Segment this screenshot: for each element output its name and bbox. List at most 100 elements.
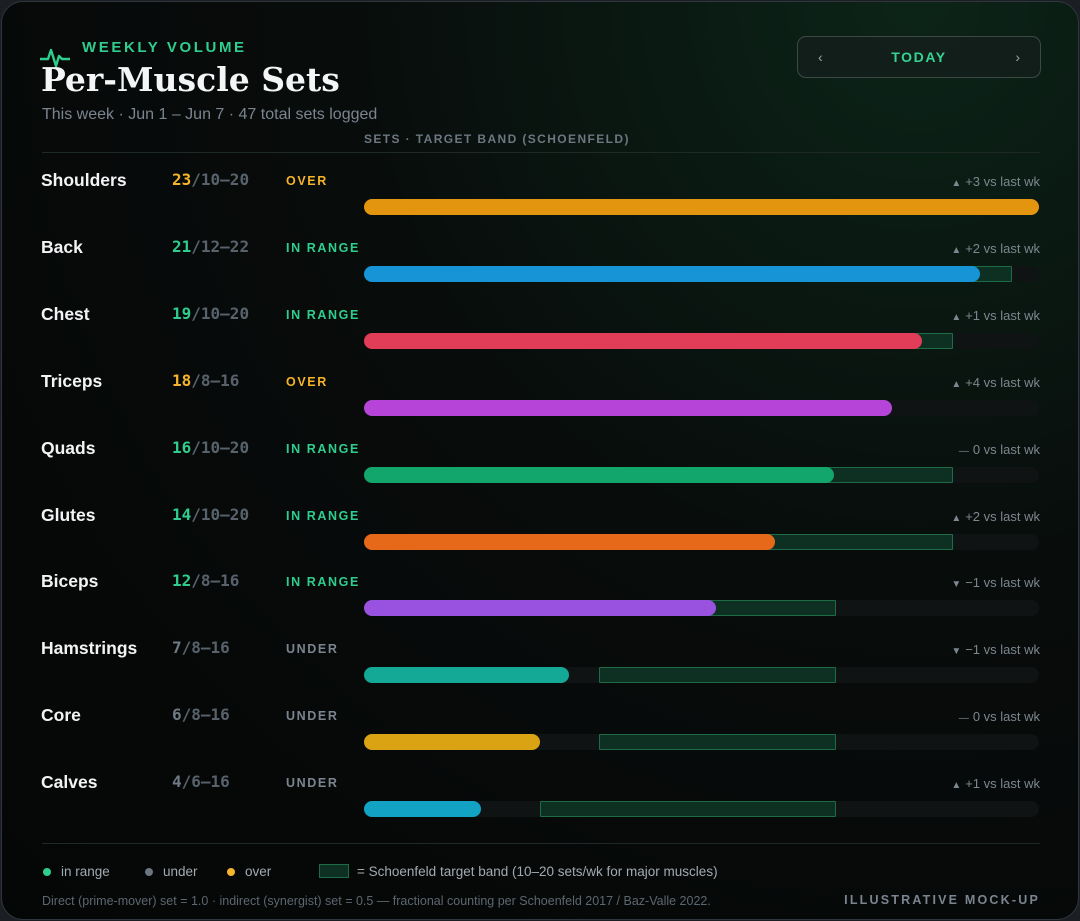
chevron-right-icon[interactable]: › — [1015, 49, 1020, 65]
week-delta: ▲ +4 vs last wk — [951, 375, 1040, 390]
axis-title: SETS · TARGET BAND (SCHOENFELD) — [364, 132, 630, 146]
muscle-row[interactable]: Triceps 18/8–16 OVER ▲ +4 vs last wk — [2, 365, 1078, 432]
volume-track — [364, 801, 1039, 818]
trend-up-icon: ▲ — [951, 780, 962, 792]
delta-text: +2 vs last wk — [965, 508, 1040, 524]
in-range-dot-icon — [43, 868, 51, 876]
week-delta: ▼ −1 vs last wk — [951, 575, 1040, 590]
volume-bar — [364, 801, 482, 818]
volume-track — [364, 199, 1039, 215]
mockup-badge: ILLUSTRATIVE MOCK-UP — [844, 893, 1040, 907]
week-delta: ▲ +2 vs last wk — [951, 241, 1040, 256]
muscle-row[interactable]: Back 21/12–22 IN RANGE ▲ +2 vs last wk — [2, 231, 1078, 298]
sets-logged: 23 — [172, 170, 192, 189]
volume-bar — [364, 332, 922, 349]
set-count: 19/10–20 — [172, 303, 250, 323]
status-badge: IN RANGE — [286, 508, 360, 523]
muscle-row[interactable]: Calves 4/6–16 UNDER ▲ +1 vs last wk — [2, 766, 1078, 833]
muscle-name: Calves — [41, 772, 98, 793]
volume-track — [364, 332, 1039, 349]
week-delta: ▲ +1 vs last wk — [951, 776, 1040, 791]
set-count: 4/6–16 — [172, 772, 230, 792]
muscle-name: Core — [41, 705, 81, 726]
volume-track — [364, 734, 1039, 751]
muscle-name: Quads — [41, 437, 96, 458]
status-badge: IN RANGE — [286, 441, 360, 456]
trend-down-icon: ▼ — [951, 579, 962, 591]
volume-track — [364, 533, 1039, 550]
delta-text: +1 vs last wk — [965, 307, 1040, 323]
set-count: 21/12–22 — [172, 236, 250, 256]
muscle-name: Triceps — [41, 370, 103, 391]
delta-text: −1 vs last wk — [965, 642, 1040, 658]
target-band-swatch — [319, 864, 349, 878]
trend-up-icon: ▲ — [951, 178, 962, 189]
set-count: 12/8–16 — [172, 571, 240, 591]
target-range: 6–16 — [191, 772, 230, 792]
trend-up-icon: ▲ — [951, 512, 962, 524]
sets-logged: 16 — [172, 437, 192, 457]
date-navigator: ‹ TODAY › — [797, 36, 1041, 78]
status-badge: IN RANGE — [286, 575, 360, 590]
chevron-left-icon[interactable]: ‹ — [818, 49, 823, 65]
week-delta: ▲ +3 vs last wk — [951, 174, 1040, 189]
sets-logged: 4 — [172, 772, 182, 792]
over-dot-icon — [227, 868, 235, 876]
set-count: 23/10–20 — [172, 170, 250, 189]
legend-in-range: in range — [61, 864, 110, 879]
trend-down-icon: ▼ — [951, 646, 962, 658]
eyebrow-label: WEEKLY VOLUME — [82, 39, 247, 56]
muscle-row[interactable]: Biceps 12/8–16 IN RANGE ▼ −1 vs last wk — [2, 565, 1078, 632]
muscle-row[interactable]: Chest 19/10–20 IN RANGE ▲ +1 vs last wk — [2, 298, 1078, 365]
sets-logged: 6 — [172, 705, 182, 725]
muscle-row[interactable]: Hamstrings 7/8–16 UNDER ▼ −1 vs last wk — [2, 632, 1078, 699]
volume-bar — [364, 734, 541, 751]
set-count: 14/10–20 — [172, 504, 250, 524]
legend-over: over — [245, 864, 272, 879]
muscle-row[interactable]: Shoulders 23/10–20 OVER ▲ +3 vs last wk — [2, 164, 1078, 231]
status-badge: IN RANGE — [286, 307, 360, 322]
target-range: 10–20 — [200, 303, 250, 323]
sets-logged: 21 — [172, 236, 192, 256]
status-badge: IN RANGE — [286, 240, 360, 255]
muscle-name: Biceps — [41, 571, 99, 592]
volume-track — [364, 600, 1039, 617]
trend-up-icon: ▲ — [951, 378, 962, 390]
week-delta: ▼ −1 vs last wk — [951, 642, 1040, 657]
today-button[interactable]: TODAY — [891, 49, 947, 65]
status-badge: OVER — [286, 174, 328, 188]
volume-track — [364, 667, 1039, 684]
pulse-icon — [40, 48, 70, 68]
week-delta: —0 vs last wk — [959, 442, 1040, 457]
muscle-row[interactable]: Quads 16/10–20 IN RANGE —0 vs last wk — [2, 432, 1078, 499]
delta-text: −1 vs last wk — [965, 575, 1040, 591]
sets-logged: 7 — [172, 638, 182, 658]
trend-up-icon: ▲ — [951, 311, 962, 323]
delta-text: 0 vs last wk — [972, 441, 1040, 457]
muscle-row[interactable]: Glutes 14/10–20 IN RANGE ▲ +2 vs last wk — [2, 499, 1078, 566]
status-badge: UNDER — [286, 776, 339, 791]
set-count: 6/8–16 — [172, 705, 230, 725]
volume-bar — [364, 600, 717, 617]
volume-bar — [364, 667, 570, 684]
muscle-name: Glutes — [41, 504, 96, 525]
trend-flat-icon: — — [958, 713, 969, 725]
volume-track — [364, 399, 1039, 416]
target-range: 12–22 — [200, 236, 250, 256]
set-count: 7/8–16 — [172, 638, 230, 658]
target-band — [598, 667, 836, 684]
muscle-name: Back — [41, 236, 83, 257]
divider — [42, 843, 1040, 844]
under-dot-icon — [145, 868, 153, 876]
legend: in range under over = Schoenfeld target … — [2, 862, 1078, 882]
muscle-row[interactable]: Core 6/8–16 UNDER —0 vs last wk — [2, 699, 1078, 766]
delta-text: +1 vs last wk — [965, 776, 1040, 792]
target-band — [540, 801, 836, 818]
target-band — [598, 734, 836, 751]
status-badge: OVER — [286, 374, 328, 389]
volume-bar — [364, 533, 775, 550]
volume-track — [364, 265, 1039, 282]
sets-logged: 14 — [172, 504, 192, 524]
methodology-footnote: Direct (prime-mover) set = 1.0 · indirec… — [42, 894, 711, 908]
